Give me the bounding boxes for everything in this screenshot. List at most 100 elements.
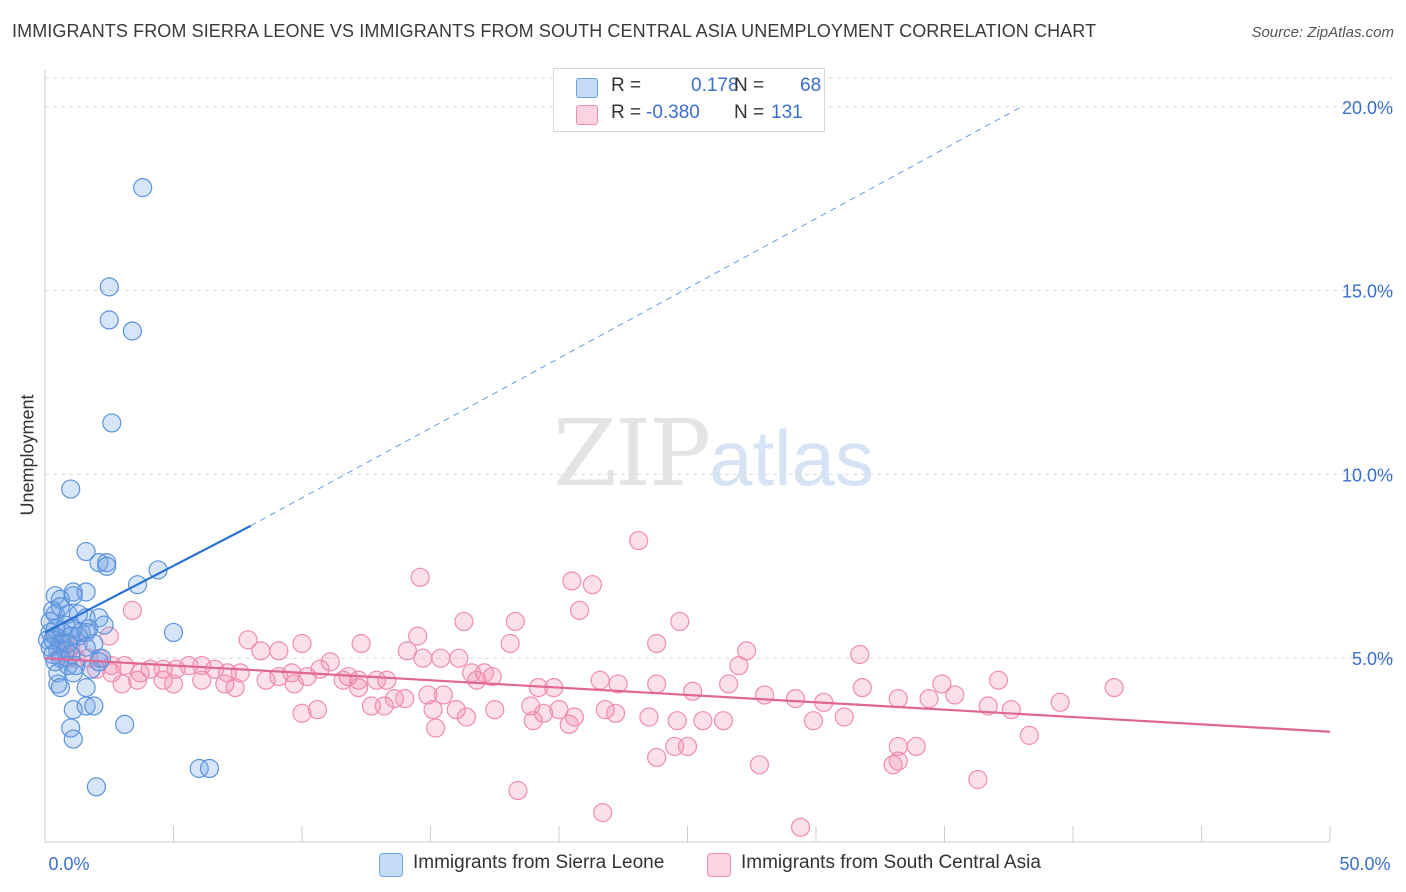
y-axis-label: Unemployment <box>17 394 38 516</box>
data-point-sierra-leone <box>76 696 96 716</box>
bottom-legend-label: Immigrants from Sierra Leone <box>413 852 665 873</box>
data-point-south-central-asia <box>467 670 487 690</box>
data-point-south-central-asia <box>1001 700 1021 720</box>
data-point-south-central-asia <box>431 648 451 668</box>
y-tick-label: 5.0% <box>1352 649 1393 669</box>
data-point-south-central-asia <box>605 703 626 723</box>
chart-title: IMMIGRANTS FROM SIERRA LEONE VS IMMIGRAN… <box>12 21 1097 41</box>
data-point-south-central-asia <box>395 689 415 709</box>
data-point-sierra-leone <box>61 479 81 499</box>
source-label: Source: ZipAtlas.com <box>1251 24 1394 41</box>
data-point-south-central-asia <box>595 700 615 720</box>
data-point-south-central-asia <box>225 677 245 698</box>
data-point-sierra-leone <box>99 310 119 330</box>
data-point-south-central-asia <box>284 674 304 694</box>
data-point-south-central-asia <box>307 700 328 720</box>
data-point-sierra-leone <box>122 321 142 341</box>
data-point-south-central-asia <box>754 685 775 705</box>
data-point-south-central-asia <box>533 703 554 723</box>
legend-r-value: 0.178 <box>691 75 739 96</box>
data-point-south-central-asia <box>418 685 438 705</box>
data-point-south-central-asia <box>785 689 806 709</box>
x-tick-label: 50.0% <box>1339 854 1390 874</box>
data-point-south-central-asia <box>505 611 525 632</box>
x-tick-label: 0.0% <box>48 854 89 874</box>
data-point-sierra-leone <box>102 413 122 433</box>
data-point-south-central-asia <box>238 630 258 650</box>
data-point-south-central-asia <box>647 633 667 654</box>
data-point-south-central-asia <box>883 755 903 775</box>
legend-swatch-pink <box>576 105 598 125</box>
data-point-south-central-asia <box>454 611 474 632</box>
data-point-south-central-asia <box>99 626 119 646</box>
legend-r-value: -0.380 <box>646 102 700 123</box>
data-point-sierra-leone <box>97 556 117 576</box>
data-point-sierra-leone <box>99 277 119 297</box>
data-point-south-central-asia <box>667 711 687 731</box>
data-point-sierra-leone <box>48 663 68 683</box>
data-point-sierra-leone <box>61 718 81 738</box>
data-point-south-central-asia <box>683 681 703 701</box>
data-point-south-central-asia <box>384 689 405 709</box>
data-point-south-central-asia <box>790 817 811 837</box>
data-point-south-central-asia <box>251 641 271 661</box>
data-point-south-central-asia <box>1050 692 1070 712</box>
data-point-south-central-asia <box>446 700 466 720</box>
data-point-sierra-leone <box>63 586 83 606</box>
data-point-south-central-asia <box>426 718 446 738</box>
data-point-south-central-asia <box>888 751 908 771</box>
data-point-sierra-leone <box>76 541 96 562</box>
watermark-zip: ZIP <box>553 400 711 507</box>
data-point-sierra-leone <box>115 714 135 734</box>
data-point-south-central-asia <box>292 633 312 654</box>
data-point-sierra-leone <box>133 178 153 198</box>
data-point-south-central-asia <box>749 755 770 775</box>
data-point-south-central-asia <box>377 670 397 690</box>
legend-n-label: N = <box>734 102 765 123</box>
data-point-south-central-asia <box>719 674 739 694</box>
data-point-sierra-leone <box>163 622 184 643</box>
data-point-sierra-leone <box>50 677 71 698</box>
data-point-south-central-asia <box>320 652 340 672</box>
data-point-south-central-asia <box>292 703 312 723</box>
data-point-south-central-asia <box>713 711 734 731</box>
data-point-sierra-leone <box>50 597 71 617</box>
data-point-south-central-asia <box>629 530 649 551</box>
data-point-south-central-asia <box>423 700 443 720</box>
data-point-south-central-asia <box>562 571 582 591</box>
data-point-south-central-asia <box>569 600 590 621</box>
trendline-sierra-leone <box>44 524 252 634</box>
data-point-south-central-asia <box>523 711 543 731</box>
data-point-south-central-asia <box>968 769 988 790</box>
data-point-sierra-leone <box>79 619 99 639</box>
data-point-south-central-asia <box>449 648 469 668</box>
data-point-sierra-leone <box>76 582 96 602</box>
data-point-south-central-asia <box>729 655 749 676</box>
data-point-south-central-asia <box>366 670 387 690</box>
data-point-south-central-asia <box>549 700 569 720</box>
data-point-south-central-asia <box>215 674 235 694</box>
data-point-south-central-asia <box>1019 725 1039 745</box>
data-point-south-central-asia <box>945 685 965 705</box>
data-point-sierra-leone <box>86 777 107 797</box>
data-point-south-central-asia <box>127 670 148 690</box>
data-point-south-central-asia <box>888 689 908 709</box>
data-point-south-central-asia <box>153 670 173 690</box>
y-tick-label: 15.0% <box>1342 282 1393 302</box>
data-point-south-central-asia <box>500 633 520 654</box>
data-point-south-central-asia <box>269 641 289 661</box>
trendline-south-central-asia <box>44 657 1331 733</box>
data-point-south-central-asia <box>508 780 528 801</box>
data-point-sierra-leone <box>63 729 83 749</box>
data-point-south-central-asia <box>850 644 870 665</box>
data-point-sierra-leone <box>63 663 83 683</box>
legend-r-label: R = <box>611 75 642 96</box>
bottom-legend-swatch-blue <box>379 853 403 877</box>
data-point-south-central-asia <box>410 567 430 587</box>
data-point-south-central-asia <box>122 600 142 621</box>
data-point-south-central-asia <box>906 736 926 757</box>
data-point-sierra-leone <box>48 674 68 694</box>
watermark: ZIPatlas <box>553 400 874 507</box>
y-tick-label: 10.0% <box>1342 465 1393 485</box>
